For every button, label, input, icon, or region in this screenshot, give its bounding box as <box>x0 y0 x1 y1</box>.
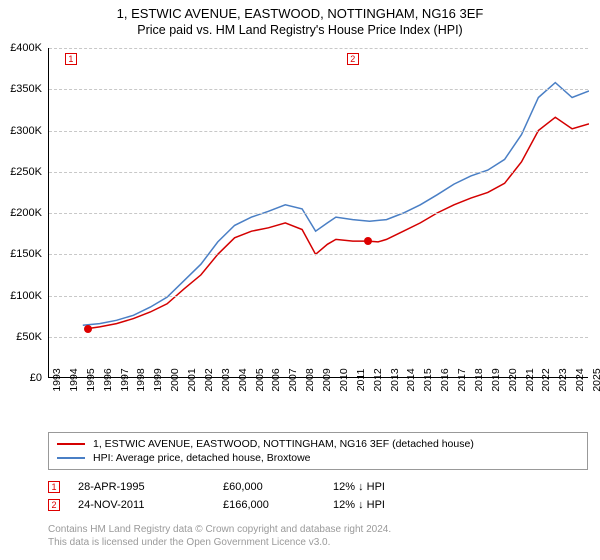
x-axis-label: 2012 <box>372 368 384 391</box>
x-axis-label: 1995 <box>85 368 97 391</box>
x-axis-label: 2010 <box>338 368 350 391</box>
annotation-hpi: 12% ↓ HPI <box>333 499 385 511</box>
x-axis-label: 2019 <box>490 368 502 391</box>
gridline <box>49 89 588 90</box>
legend-label: HPI: Average price, detached house, Brox… <box>93 452 311 464</box>
x-axis-label: 2004 <box>237 368 249 391</box>
annotation-date: 28-APR-1995 <box>78 481 223 493</box>
chart-container: 1, ESTWIC AVENUE, EASTWOOD, NOTTINGHAM, … <box>0 0 600 560</box>
x-axis-label: 2024 <box>574 368 586 391</box>
marker-box: 1 <box>65 53 77 65</box>
gridline <box>49 254 588 255</box>
series-line <box>88 117 589 328</box>
y-axis-label: £200K <box>10 207 42 219</box>
gridline <box>49 213 588 214</box>
legend-item: HPI: Average price, detached house, Brox… <box>57 451 579 465</box>
footer-line-1: Contains HM Land Registry data © Crown c… <box>48 524 588 537</box>
x-axis-label: 2018 <box>473 368 485 391</box>
legend-box: 1, ESTWIC AVENUE, EASTWOOD, NOTTINGHAM, … <box>48 432 588 470</box>
annotation-marker-icon: 2 <box>48 499 60 511</box>
x-axis-label: 2005 <box>254 368 266 391</box>
annotation-date: 24-NOV-2011 <box>78 499 223 511</box>
title-line-2: Price paid vs. HM Land Registry's House … <box>0 23 600 37</box>
gridline <box>49 337 588 338</box>
gridline <box>49 48 588 49</box>
x-axis-label: 2009 <box>321 368 333 391</box>
y-axis-label: £250K <box>10 166 42 178</box>
plot-region: 12 <box>48 48 588 378</box>
annotation-price: £166,000 <box>223 499 333 511</box>
gridline <box>49 172 588 173</box>
y-axis-label: £300K <box>10 125 42 137</box>
y-axis-label: £0 <box>30 372 42 384</box>
x-axis-label: 2023 <box>557 368 569 391</box>
x-axis-label: 2020 <box>507 368 519 391</box>
footer-line-2: This data is licensed under the Open Gov… <box>48 537 588 550</box>
x-axis-label: 1996 <box>102 368 114 391</box>
y-axis-label: £400K <box>10 42 42 54</box>
annotation-row: 1 28-APR-1995£60,00012% ↓ HPI <box>48 478 588 496</box>
x-axis-label: 2017 <box>456 368 468 391</box>
x-axis-label: 1998 <box>135 368 147 391</box>
legend-swatch <box>57 457 85 459</box>
gridline <box>49 296 588 297</box>
x-axis-label: 2002 <box>203 368 215 391</box>
y-axis-label: £150K <box>10 248 42 260</box>
series-line <box>83 83 589 326</box>
gridline <box>49 131 588 132</box>
x-axis-label: 2008 <box>304 368 316 391</box>
annotation-block: 1 28-APR-1995£60,00012% ↓ HPI 2 24-NOV-2011… <box>48 478 588 514</box>
y-axis-label: £350K <box>10 83 42 95</box>
x-axis-label: 1993 <box>51 368 63 391</box>
x-axis-label: 2001 <box>186 368 198 391</box>
y-axis-label: £100K <box>10 290 42 302</box>
x-axis-label: 2011 <box>355 369 367 392</box>
legend-label: 1, ESTWIC AVENUE, EASTWOOD, NOTTINGHAM, … <box>93 438 474 450</box>
x-axis-label: 2000 <box>169 368 181 391</box>
annotation-marker-icon: 1 <box>48 481 60 493</box>
x-axis-label: 2013 <box>389 368 401 391</box>
marker-box: 2 <box>347 53 359 65</box>
x-axis-label: 2015 <box>422 368 434 391</box>
marker-dot <box>84 325 92 333</box>
x-axis-label: 2007 <box>287 368 299 391</box>
x-axis-label: 1994 <box>68 368 80 391</box>
annotation-price: £60,000 <box>223 481 333 493</box>
x-axis-label: 2006 <box>270 368 282 391</box>
title-line-1: 1, ESTWIC AVENUE, EASTWOOD, NOTTINGHAM, … <box>0 6 600 21</box>
x-axis-label: 2022 <box>540 368 552 391</box>
marker-dot <box>364 237 372 245</box>
legend-item: 1, ESTWIC AVENUE, EASTWOOD, NOTTINGHAM, … <box>57 437 579 451</box>
chart-area: 12 £0£50K£100K£150K£200K£250K£300K£350K£… <box>48 48 588 394</box>
footer-attribution: Contains HM Land Registry data © Crown c… <box>48 524 588 549</box>
title-block: 1, ESTWIC AVENUE, EASTWOOD, NOTTINGHAM, … <box>0 0 600 39</box>
x-axis-label: 2003 <box>220 368 232 391</box>
x-axis-label: 1999 <box>152 368 164 391</box>
y-axis-label: £50K <box>16 331 42 343</box>
x-axis-label: 1997 <box>119 368 131 391</box>
annotation-row: 2 24-NOV-2011£166,00012% ↓ HPI <box>48 496 588 514</box>
x-axis-label: 2021 <box>524 368 536 391</box>
annotation-hpi: 12% ↓ HPI <box>333 481 385 493</box>
legend-swatch <box>57 443 85 445</box>
x-axis-label: 2025 <box>591 368 600 391</box>
x-axis-label: 2016 <box>439 368 451 391</box>
x-axis-label: 2014 <box>405 368 417 391</box>
